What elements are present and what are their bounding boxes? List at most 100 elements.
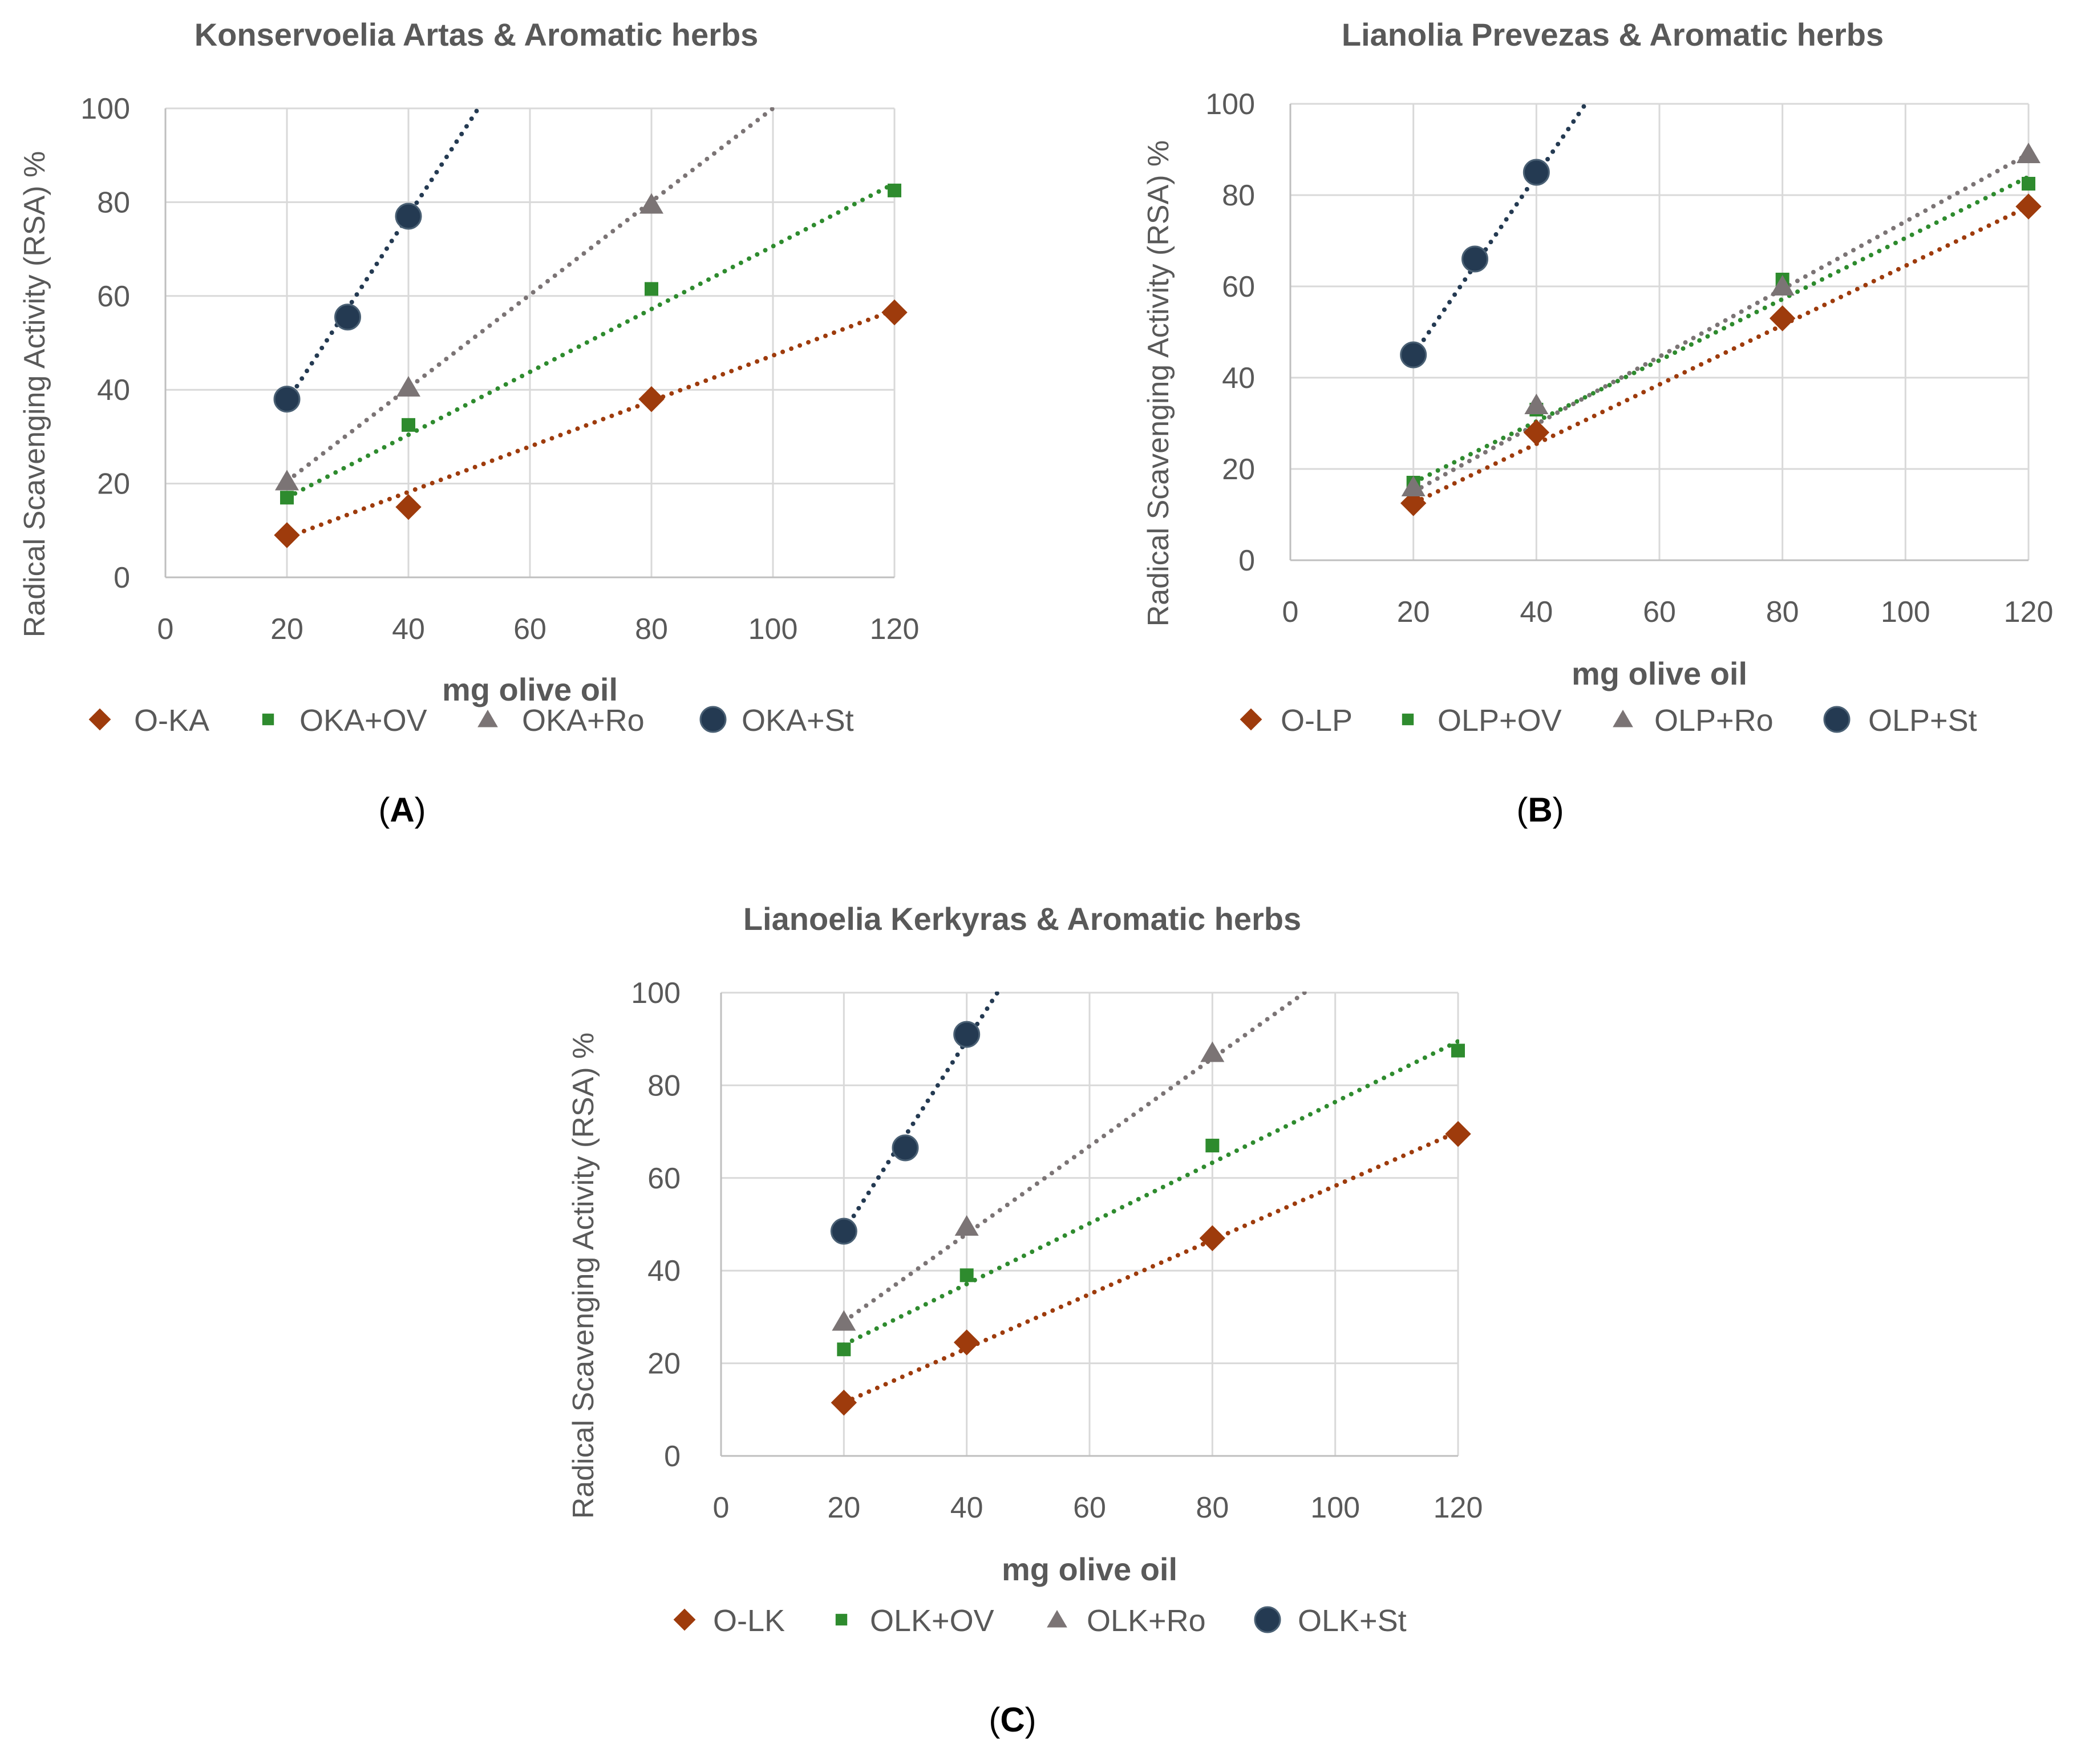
chart-c-y-tick-60: 60: [647, 1162, 681, 1195]
chart-c-legend-label-3: OLK+St: [1298, 1604, 1407, 1638]
chart-b-point-3-0: [1400, 341, 1427, 369]
chart-b-point-2-2: [1770, 275, 1795, 296]
chart-a-series-2: [275, 193, 663, 491]
chart-b-x-tick-120: 120: [2004, 596, 2054, 629]
chart-c-y-tick-20: 20: [647, 1348, 681, 1381]
chart-a-y-tick-0: 0: [114, 561, 130, 594]
chart-a: Konservoelia Artas & Aromatic herbs 0 20 40…: [18, 17, 919, 738]
chart-b-x-label: mg olive oil: [1572, 656, 1747, 691]
chart-b-point-3-2: [1523, 159, 1550, 186]
chart-a-y-tick-60: 60: [97, 280, 130, 313]
chart-c-series-3: [830, 1021, 981, 1245]
chart-c-point-3-2: [953, 1021, 981, 1048]
chart-b-y-tick-0: 0: [1238, 544, 1255, 577]
chart-b: Lianolia Prevezas & Aromatic herbs 0 20 40 6…: [1142, 17, 2053, 738]
chart-c-legend-label-1: OLK+OV: [870, 1604, 994, 1638]
panel-label-b-close: ): [1553, 791, 1564, 829]
chart-b-legend: O-LP OLP+OV OLP+Ro OLP+St: [1240, 703, 1977, 738]
panel-label-c-close: ): [1025, 1701, 1036, 1739]
chart-c-legend-label-0: O-LK: [713, 1604, 785, 1638]
chart-c-title: Lianoelia Kerkyras & Aromatic herbs: [743, 901, 1301, 937]
panel-label-a-letter: A: [390, 791, 414, 829]
chart-a-legend: O-KA OKA+OV OKA+Ro OKA+St: [88, 703, 854, 738]
chart-c-x-tick-120: 120: [1434, 1491, 1483, 1524]
chart-c-point-3-1: [892, 1134, 919, 1162]
panel-label-a-open: (: [378, 791, 390, 829]
chart-b-point-0-1: [1523, 419, 1550, 446]
chart-c-point-1-0: [837, 1342, 851, 1357]
chart-b-point-2-0: [1401, 476, 1426, 496]
chart-a-legend-label-3: OKA+St: [742, 703, 854, 738]
chart-a-x-tick-60: 60: [513, 613, 546, 646]
chart-a-y-label: Radical Scavenging Activity (RSA) %: [18, 151, 51, 638]
chart-a-point-1-3: [888, 183, 901, 197]
chart-c-x-tick-100: 100: [1310, 1491, 1360, 1524]
chart-b-x-tick-100: 100: [1881, 596, 1930, 629]
chart-a-y-tick-40: 40: [97, 374, 130, 407]
chart-a-legend-label-0: O-KA: [134, 703, 209, 738]
chart-a-y-tick-20: 20: [97, 468, 130, 501]
chart-c-x-tick-80: 80: [1196, 1491, 1229, 1524]
chart-b-x-tick-0: 0: [1282, 596, 1299, 629]
chart-a-point-3-0: [273, 386, 301, 413]
chart-a-point-2-0: [275, 470, 299, 491]
chart-a-point-1-0: [280, 491, 294, 505]
chart-a-legend-triangle-icon-2: [477, 710, 498, 727]
chart-a-point-0-1: [395, 493, 422, 520]
chart-b-legend-label-3: OLP+St: [1868, 703, 1977, 738]
chart-b-y-label: Radical Scavenging Activity (RSA) %: [1142, 140, 1175, 627]
chart-b-trendlines: [1411, 103, 2030, 505]
chart-a-point-2-2: [639, 193, 663, 214]
chart-a-series-1: [280, 183, 901, 505]
chart-c-legend-triangle-icon-2: [1047, 1610, 1067, 1628]
chart-a-point-1-2: [645, 282, 658, 296]
chart-c-trendline-0: [841, 1129, 1459, 1405]
chart-b-series-2: [1401, 143, 2040, 496]
chart-a-legend-diamond-icon-0: [88, 708, 111, 731]
chart-a-legend-label-1: OKA+OV: [299, 703, 427, 738]
chart-a-trendline-3: [285, 107, 481, 404]
chart-b-point-0-3: [2015, 193, 2042, 220]
chart-a-point-1-1: [402, 418, 415, 432]
chart-a-trendline-1: [285, 181, 896, 500]
chart-b-y-tick-100: 100: [1205, 88, 1255, 121]
chart-b-series-3: [1400, 159, 1550, 369]
chart-b-point-0-2: [1769, 305, 1796, 331]
chart-b-y-tick-80: 80: [1222, 179, 1255, 212]
chart-b-legend-label-0: O-LP: [1281, 703, 1353, 738]
panel-label-c-letter: C: [1000, 1701, 1025, 1739]
panel-label-b-letter: B: [1528, 791, 1552, 829]
chart-c-point-2-1: [954, 1215, 979, 1236]
chart-c-legend-label-2: OLK+Ro: [1087, 1604, 1206, 1638]
chart-a-trendlines: [285, 107, 896, 540]
chart-b-x-tick-80: 80: [1766, 596, 1799, 629]
chart-c-series-1: [837, 1043, 1465, 1357]
chart-c-point-0-2: [1199, 1225, 1226, 1252]
chart-a-x-tick-120: 120: [870, 613, 920, 646]
chart-c-point-1-3: [1451, 1043, 1465, 1058]
chart-b-trendline-0: [1411, 204, 2030, 505]
chart-b-y-tick-40: 40: [1222, 362, 1255, 395]
chart-b-trendline-1: [1411, 175, 2030, 485]
chart-a-trendline-0: [285, 308, 896, 540]
panel-label-c: (C): [989, 1701, 1036, 1739]
chart-a-x-tick-20: 20: [270, 613, 303, 646]
chart-a-x-tick-80: 80: [635, 613, 668, 646]
chart-b-y-tick-60: 60: [1222, 270, 1255, 304]
chart-a-y-tick-80: 80: [97, 186, 130, 219]
chart-a-series-3: [273, 203, 422, 413]
chart-a-point-0-3: [881, 299, 908, 326]
chart-b-point-1-3: [2022, 177, 2035, 191]
chart-b-x-tick-20: 20: [1397, 596, 1430, 629]
chart-a-x-tick-40: 40: [392, 613, 425, 646]
chart-b-series-0: [1400, 193, 2042, 516]
chart-c-series-0: [831, 1120, 1471, 1416]
chart-a-y-tick-100: 100: [80, 92, 130, 126]
chart-b-point-2-3: [2017, 143, 2040, 163]
chart-a-point-3-2: [395, 203, 422, 230]
chart-a-legend-square-icon-1: [262, 713, 274, 726]
chart-c-x-tick-60: 60: [1073, 1491, 1106, 1524]
chart-c-y-tick-0: 0: [664, 1440, 681, 1473]
chart-c-legend: O-LK OLK+OV OLK+Ro OLK+St: [673, 1604, 1407, 1638]
chart-a-title: Konservoelia Artas & Aromatic herbs: [195, 17, 759, 52]
